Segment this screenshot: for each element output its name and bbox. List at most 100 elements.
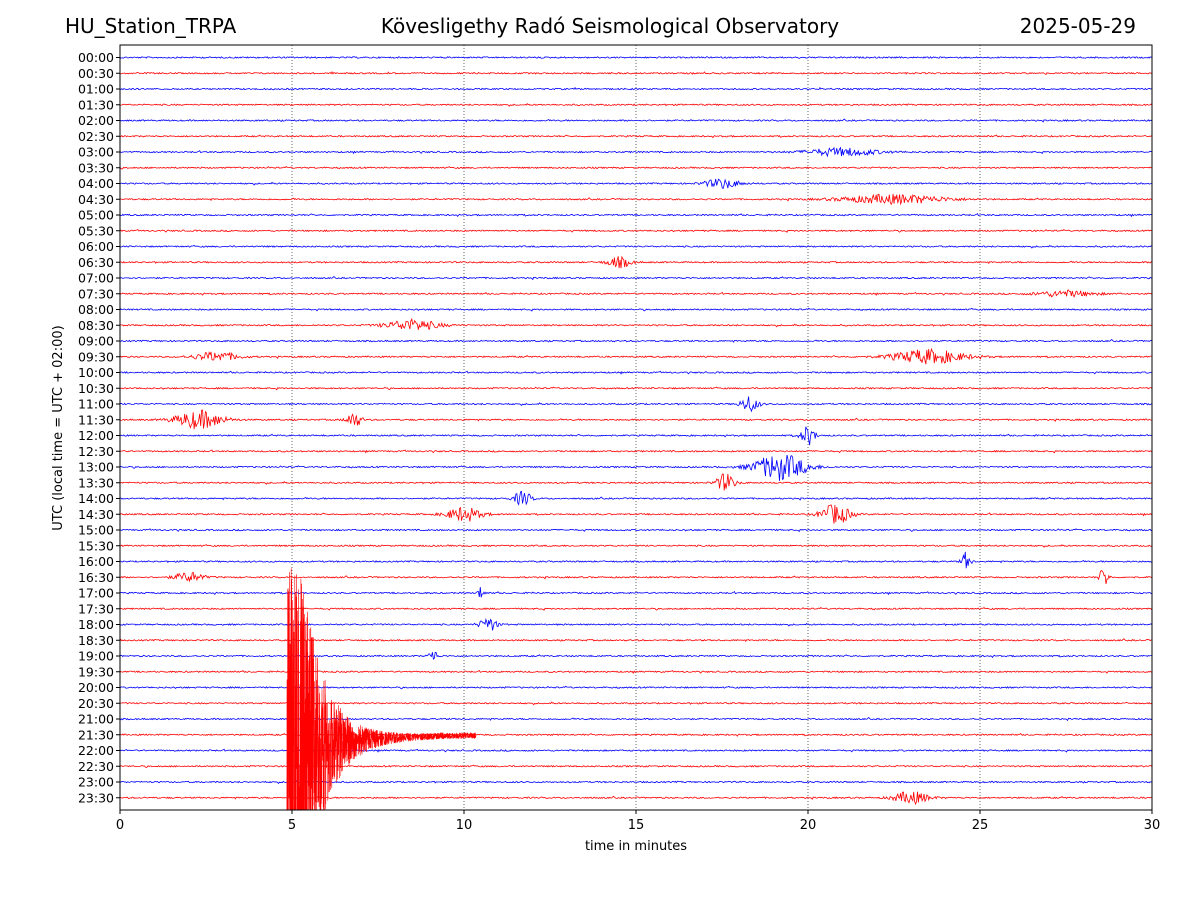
trace-0230 xyxy=(120,134,1152,139)
y-tick-label: 15:00 xyxy=(78,523,114,538)
x-tick-label: 15 xyxy=(628,818,645,833)
vertical-gridlines xyxy=(291,45,981,810)
y-tick-label: 04:30 xyxy=(78,192,114,207)
trace-2200 xyxy=(120,748,1152,753)
y-tick-label: 22:30 xyxy=(78,759,114,774)
y-tick-label: 21:30 xyxy=(78,727,114,742)
trace-1900 xyxy=(120,651,1152,660)
y-tick-label: 02:30 xyxy=(78,129,114,144)
trace-0430 xyxy=(120,193,1152,206)
y-tick-label: 06:00 xyxy=(78,239,114,254)
trace-1430 xyxy=(120,504,1152,524)
y-tick-label: 15:30 xyxy=(78,538,114,553)
y-axis-label: UTC (local time = UTC + 02:00) xyxy=(51,325,66,530)
y-tick-label: 12:30 xyxy=(78,444,114,459)
y-tick-label: 06:30 xyxy=(78,255,114,270)
trace-2330 xyxy=(120,791,1152,806)
y-tick-label: 23:30 xyxy=(78,790,114,805)
y-tick-label: 12:00 xyxy=(78,428,114,443)
trace-0100 xyxy=(120,86,1152,91)
record-date: 2025-05-29 xyxy=(1019,14,1136,38)
y-tick-label: 13:30 xyxy=(78,475,114,490)
trace-1130 xyxy=(120,409,1152,430)
trace-1000 xyxy=(120,370,1152,375)
y-tick-label: 05:30 xyxy=(78,223,114,238)
y-tick-label: 16:00 xyxy=(78,554,114,569)
trace-1100 xyxy=(120,396,1152,413)
x-tick-label: 20 xyxy=(800,818,817,833)
y-tick-label: 23:00 xyxy=(78,775,114,790)
y-ticks: 00:0000:3001:0001:3002:0002:3003:0003:30… xyxy=(78,50,120,805)
x-tick-label: 30 xyxy=(1144,818,1161,833)
trace-0000 xyxy=(120,55,1152,59)
y-tick-label: 10:30 xyxy=(78,381,114,396)
trace-0130 xyxy=(120,103,1152,107)
y-tick-label: 14:30 xyxy=(78,507,114,522)
y-tick-label: 17:00 xyxy=(78,586,114,601)
y-tick-label: 03:00 xyxy=(78,145,114,160)
trace-0330 xyxy=(120,166,1152,170)
x-tick-label: 0 xyxy=(116,818,124,833)
y-tick-label: 20:00 xyxy=(78,680,114,695)
station-name: HU_Station_TRPA xyxy=(65,14,237,38)
trace-0200 xyxy=(120,118,1152,123)
trace-0400 xyxy=(120,178,1152,189)
y-tick-label: 00:00 xyxy=(78,50,114,65)
trace-0600 xyxy=(120,244,1152,249)
trace-0630 xyxy=(120,255,1152,269)
trace-1300 xyxy=(120,454,1152,481)
y-tick-label: 07:00 xyxy=(78,271,114,286)
y-tick-label: 18:00 xyxy=(78,617,114,632)
y-tick-label: 08:30 xyxy=(78,318,114,333)
trace-0900 xyxy=(120,338,1152,343)
y-tick-label: 02:00 xyxy=(78,113,114,128)
y-tick-label: 04:00 xyxy=(78,176,114,191)
trace-0530 xyxy=(120,229,1152,233)
trace-1200 xyxy=(120,426,1152,446)
y-tick-label: 11:00 xyxy=(78,397,114,412)
y-tick-label: 03:30 xyxy=(78,160,114,175)
y-tick-label: 13:00 xyxy=(78,460,114,475)
y-tick-label: 08:00 xyxy=(78,302,114,317)
y-tick-label: 05:00 xyxy=(78,208,114,223)
trace-1630 xyxy=(120,569,1152,585)
x-ticks: 0 5 10 15 20 25 30 xyxy=(116,810,1160,833)
y-tick-label: 10:00 xyxy=(78,365,114,380)
y-tick-label: 20:30 xyxy=(78,696,114,711)
trace-0300 xyxy=(120,146,1152,158)
trace-1230 xyxy=(120,449,1152,454)
trace-1030 xyxy=(120,386,1152,391)
trace-1400 xyxy=(120,490,1152,506)
y-tick-label: 09:30 xyxy=(78,349,114,364)
trace-group xyxy=(120,55,1152,810)
trace-0830 xyxy=(120,317,1152,330)
y-tick-label: 19:30 xyxy=(78,664,114,679)
trace-1330 xyxy=(120,473,1152,491)
earthquake-signal xyxy=(286,568,477,810)
y-tick-label: 16:30 xyxy=(78,570,114,585)
y-tick-label: 18:30 xyxy=(78,633,114,648)
trace-0700 xyxy=(120,275,1152,281)
y-tick-label: 01:00 xyxy=(78,82,114,97)
x-axis-label: time in minutes xyxy=(585,839,687,854)
trace-0030 xyxy=(120,71,1152,76)
trace-1600 xyxy=(120,551,1152,569)
y-tick-label: 07:30 xyxy=(78,286,114,301)
trace-0930 xyxy=(120,347,1152,365)
x-tick-label: 10 xyxy=(456,818,473,833)
trace-1500 xyxy=(120,528,1152,533)
y-tick-label: 21:00 xyxy=(78,712,114,727)
x-tick-label: 25 xyxy=(972,818,989,833)
trace-0500 xyxy=(120,213,1152,218)
y-tick-label: 17:30 xyxy=(78,601,114,616)
y-tick-label: 01:30 xyxy=(78,97,114,112)
y-tick-label: 09:00 xyxy=(78,334,114,349)
y-tick-label: 11:30 xyxy=(78,412,114,427)
trace-0730 xyxy=(120,289,1152,298)
trace-0800 xyxy=(120,307,1152,312)
observatory-title: Kövesligethy Radó Seismological Observat… xyxy=(380,14,840,38)
trace-2000 xyxy=(120,685,1152,690)
y-tick-label: 19:00 xyxy=(78,649,114,664)
trace-1530 xyxy=(120,544,1152,548)
